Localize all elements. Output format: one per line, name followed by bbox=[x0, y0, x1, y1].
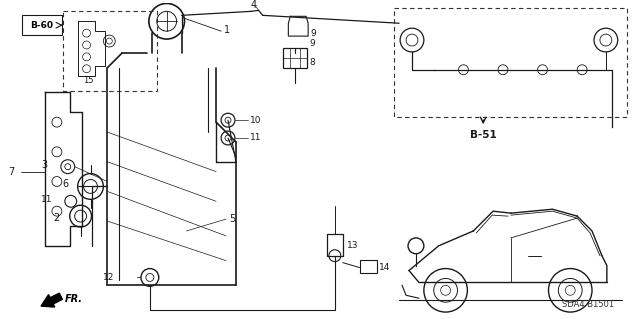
Text: 14: 14 bbox=[380, 263, 391, 272]
Text: 9: 9 bbox=[309, 39, 315, 48]
Text: 11: 11 bbox=[41, 195, 52, 204]
Text: 3: 3 bbox=[41, 160, 47, 170]
Bar bbox=[394, 8, 627, 117]
Text: 12: 12 bbox=[103, 273, 115, 282]
Text: SDA4 B1501: SDA4 B1501 bbox=[563, 300, 614, 309]
Text: B-60: B-60 bbox=[31, 21, 54, 30]
Text: 13: 13 bbox=[347, 241, 358, 250]
Text: 2: 2 bbox=[53, 213, 59, 223]
Bar bbox=[284, 48, 307, 68]
Text: 4: 4 bbox=[251, 0, 257, 11]
Bar bbox=[63, 11, 157, 91]
Text: 5: 5 bbox=[229, 214, 236, 224]
Text: 1: 1 bbox=[224, 25, 230, 35]
Text: FR.: FR. bbox=[65, 294, 83, 304]
Text: 11: 11 bbox=[250, 133, 261, 143]
Text: 9: 9 bbox=[310, 29, 316, 38]
Text: B-51: B-51 bbox=[470, 130, 497, 140]
Text: 10: 10 bbox=[250, 116, 261, 125]
FancyArrow shape bbox=[41, 293, 62, 307]
Text: 7: 7 bbox=[8, 167, 15, 177]
Text: 8: 8 bbox=[309, 58, 315, 67]
FancyBboxPatch shape bbox=[22, 15, 62, 35]
Text: 6: 6 bbox=[63, 180, 69, 189]
Bar bbox=[360, 260, 378, 272]
Bar bbox=[327, 234, 343, 256]
Text: 15: 15 bbox=[83, 76, 93, 85]
